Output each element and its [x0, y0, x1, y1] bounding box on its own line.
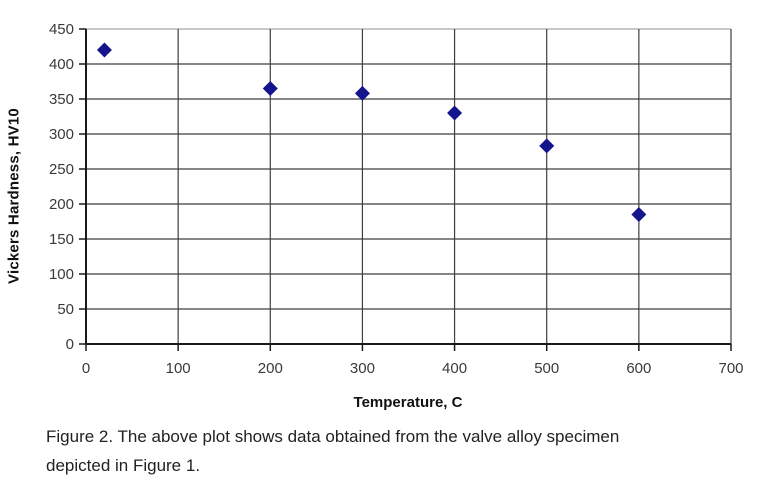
x-tick-label: 600	[626, 360, 651, 377]
data-point	[354, 85, 370, 101]
y-tick-label: 150	[49, 231, 74, 248]
x-tick-label: 300	[350, 360, 375, 377]
y-tick-label: 300	[49, 126, 74, 143]
data-point	[539, 138, 555, 154]
data-point	[96, 42, 112, 58]
y-tick-label: 50	[57, 301, 74, 318]
scatter-plot: 0 50 100 150 200 250 300 350 400 450 0 100 200 300 400…	[49, 21, 744, 377]
x-tick-label: 500	[534, 360, 559, 377]
x-axis-title: Temperature, C	[353, 394, 463, 411]
y-tick-label: 200	[49, 196, 74, 213]
x-tick-label: 700	[718, 360, 743, 377]
y-tick-label: 100	[49, 266, 74, 283]
x-tick-label: 100	[166, 360, 191, 377]
y-tick-label: 0	[66, 336, 74, 353]
x-tick-label: 200	[258, 360, 283, 377]
data-point	[447, 105, 463, 121]
y-tick-label: 250	[49, 161, 74, 178]
y-axis-title: Vickers Hardness, HV10	[5, 108, 23, 284]
y-tick-label: 350	[49, 91, 74, 108]
data-point	[262, 81, 278, 96]
x-tick-label: 400	[442, 360, 467, 377]
data-point	[631, 207, 647, 222]
x-tick-label: 0	[82, 360, 90, 377]
y-tick-label: 450	[49, 21, 74, 38]
y-tick-label: 400	[49, 56, 74, 73]
figure-caption: Figure 2. The above plot shows data obta…	[46, 427, 620, 475]
